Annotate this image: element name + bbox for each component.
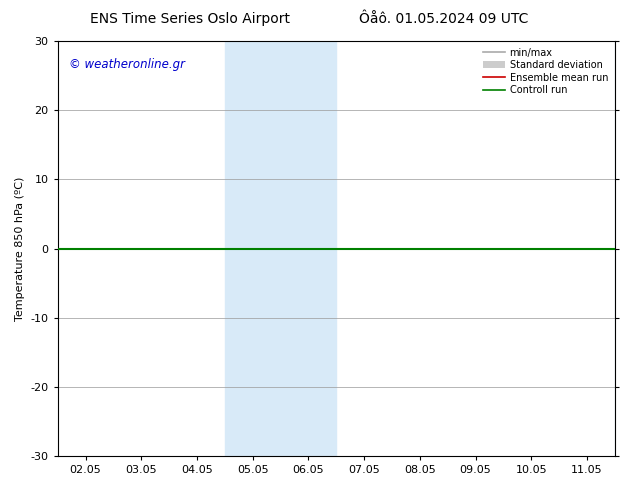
Legend: min/max, Standard deviation, Ensemble mean run, Controll run: min/max, Standard deviation, Ensemble me…	[481, 46, 610, 97]
Y-axis label: Temperature 850 hPa (ºC): Temperature 850 hPa (ºC)	[15, 176, 25, 320]
Bar	[615, 41, 634, 456]
Bar	[225, 41, 336, 456]
Text: ENS Time Series Oslo Airport: ENS Time Series Oslo Airport	[90, 12, 290, 26]
Text: © weatheronline.gr: © weatheronline.gr	[69, 58, 185, 71]
Text: Ôåô. 01.05.2024 09 UTC: Ôåô. 01.05.2024 09 UTC	[359, 12, 529, 26]
